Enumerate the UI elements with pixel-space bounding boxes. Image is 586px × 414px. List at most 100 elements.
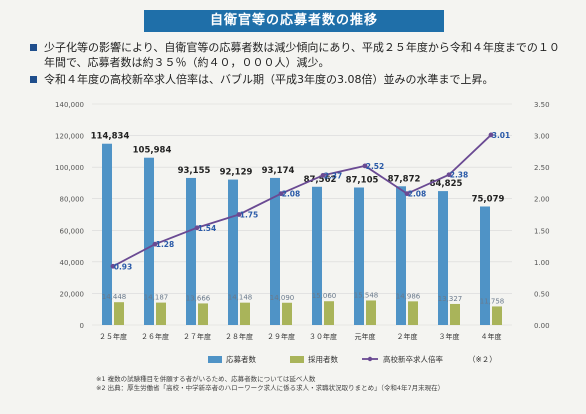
data-label-hires: 14,187 — [144, 294, 169, 302]
bar-hires — [198, 303, 208, 325]
ratio-point — [488, 132, 494, 138]
legend-note: （※２） — [468, 355, 497, 364]
y-right-tick-label: 2.50 — [534, 164, 550, 172]
y-left-tick-label: 0 — [80, 322, 84, 330]
data-label-applicants: 93,174 — [262, 166, 295, 176]
ratio-point — [152, 241, 158, 247]
data-label-ratio: 1.28 — [156, 240, 175, 249]
bar-hires — [156, 302, 166, 325]
data-label-applicants: 75,079 — [472, 194, 505, 204]
x-tick-label: ２７年度 — [183, 332, 211, 341]
footnote-2: ※2 出典：厚生労働省「高校・中学新卒者のハローワーク求人に係る求人・求職状況取… — [96, 384, 445, 392]
data-label-applicants: 114,834 — [91, 132, 130, 142]
ratio-point — [362, 163, 368, 169]
chart-svg: 0 0.00 20,000 0.50 40,000 1.00 60,000 1.50 80,00… — [55, 101, 550, 364]
data-label-ratio: 2.08 — [282, 190, 301, 199]
bar-applicants — [270, 177, 280, 325]
y-left-tick-label: 120,000 — [55, 133, 84, 141]
data-label-applicants: 84,825 — [430, 179, 463, 189]
page-title: 自衛官等の応募者数の推移 — [144, 10, 444, 32]
applicants-chart: 0 0.00 20,000 0.50 40,000 1.00 60,000 1.50 80,00… — [0, 94, 586, 394]
y-right-tick-label: 0.00 — [534, 322, 550, 330]
ratio-point — [404, 191, 410, 197]
data-label-ratio: 1.75 — [240, 211, 259, 220]
y-right-tick-label: 3.00 — [534, 133, 550, 141]
bar-applicants — [480, 206, 490, 325]
x-tick-label: ２６年度 — [141, 332, 169, 341]
y-left-tick-label: 20,000 — [60, 290, 85, 298]
data-label-ratio: 2.08 — [408, 190, 427, 199]
ratio-point — [236, 212, 242, 217]
bar-applicants — [102, 143, 112, 325]
footnote-1: ※1 複数の試験種目を併願する者がいるため、応募者数については延べ人数 — [96, 375, 316, 383]
summary-bullets: 少子化等の影響により、自衛官等の応募者数は減少傾向にあり、平成２５年度から令和４… — [30, 40, 570, 89]
legend-marker-ratio — [367, 356, 373, 362]
x-tick-label: ４年度 — [481, 332, 502, 341]
bar-hires — [450, 303, 460, 325]
legend-label-applicants: 応募者数 — [226, 354, 256, 364]
data-label-ratio: 1.54 — [198, 224, 217, 233]
data-label-applicants: 87,872 — [388, 174, 421, 184]
data-label-hires: 15,060 — [312, 292, 337, 300]
ratio-point — [194, 225, 200, 231]
y-right-tick-label: 3.50 — [534, 101, 550, 109]
bar-hires — [492, 306, 502, 325]
x-tick-label: ２年度 — [397, 332, 418, 341]
y-right-tick-label: 1.50 — [534, 227, 550, 235]
data-label-applicants: 92,129 — [220, 168, 253, 178]
data-label-ratio: 0.93 — [114, 262, 133, 271]
y-left-tick-label: 100,000 — [55, 164, 84, 172]
ratio-point — [446, 172, 452, 178]
data-label-ratio: 2.38 — [450, 171, 469, 180]
x-tick-label: ２９年度 — [267, 332, 295, 341]
bar-hires — [408, 301, 418, 325]
bullet-text: 令和４年度の高校新卒求人倍率は、バブル期（平成3年度の3.08倍）並みの水準まで… — [44, 73, 494, 86]
bar-applicants — [186, 177, 196, 325]
x-tick-label: ２５年度 — [99, 332, 127, 341]
bullet-item: 令和４年度の高校新卒求人倍率は、バブル期（平成3年度の3.08倍）並みの水準まで… — [30, 72, 570, 87]
ratio-point — [320, 172, 326, 178]
x-tick-label: ３０年度 — [309, 332, 337, 341]
data-label-hires: 13,327 — [438, 295, 463, 303]
bar-applicants — [354, 187, 364, 325]
bar-hires — [324, 301, 334, 325]
y-right-tick-label: 1.00 — [534, 259, 550, 267]
data-label-applicants: 87,105 — [346, 175, 379, 185]
footnotes: ※1 複数の試験種目を併願する者がいるため、応募者数については延べ人数 ※2 出… — [96, 375, 444, 393]
x-tick-label: ２８年度 — [225, 332, 253, 341]
data-label-ratio: 2.52 — [366, 162, 385, 171]
data-label-hires: 14,448 — [102, 293, 127, 301]
x-tick-label: ３年度 — [439, 332, 460, 341]
data-label-hires: 14,090 — [270, 294, 295, 302]
y-left-tick-label: 140,000 — [55, 101, 84, 109]
data-label-applicants: 87,562 — [304, 175, 337, 185]
bar-hires — [114, 302, 124, 325]
y-left-tick-label: 40,000 — [60, 259, 85, 267]
data-label-hires: 11,758 — [480, 297, 505, 305]
data-label-hires: 15,548 — [354, 291, 379, 299]
bar-applicants — [144, 157, 154, 325]
ratio-point — [278, 191, 284, 197]
x-tick-label: 元年度 — [355, 332, 376, 341]
data-label-ratio: 2.37 — [324, 171, 343, 180]
bar-applicants — [396, 186, 406, 325]
data-label-hires: 14,148 — [228, 294, 253, 302]
y-left-tick-label: 80,000 — [60, 196, 85, 204]
legend-swatch-hires — [290, 356, 304, 363]
ratio-point — [110, 263, 116, 269]
data-label-hires: 13,666 — [186, 294, 211, 302]
legend-label-hires: 採用者数 — [308, 354, 338, 364]
y-right-tick-label: 2.00 — [534, 196, 550, 204]
square-bullet-icon — [30, 76, 37, 83]
y-left-tick-label: 60,000 — [60, 227, 85, 235]
legend-label-ratio: 高校新卒求人倍率 — [383, 354, 443, 364]
legend-swatch-applicants — [208, 356, 222, 363]
ratio-line — [112, 134, 492, 268]
bar-applicants — [438, 191, 448, 325]
data-label-hires: 14,986 — [396, 292, 421, 300]
bar-hires — [366, 300, 376, 325]
y-right-tick-label: 0.50 — [534, 290, 550, 298]
data-label-ratio: 3.01 — [492, 131, 511, 140]
bullet-text: 少子化等の影響により、自衛官等の応募者数は減少傾向にあり、平成２５年度から令和４… — [44, 41, 560, 69]
bar-applicants — [228, 179, 238, 325]
